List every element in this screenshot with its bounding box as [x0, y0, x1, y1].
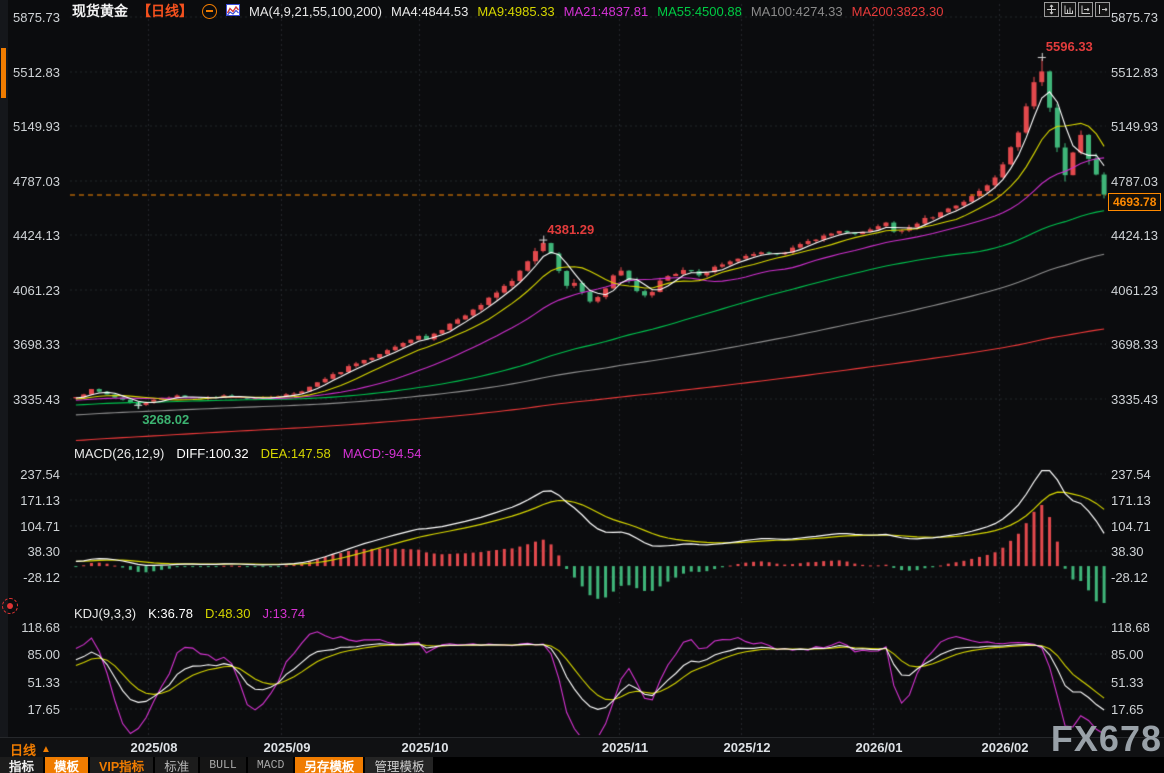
bottom-tab-2[interactable]: VIP指标	[90, 757, 154, 773]
kdj-header: KDJ(9,3,3) K:36.78 D:48.30 J:13.74	[74, 606, 305, 621]
macd-diff-value: DIFF:100.32	[176, 446, 249, 461]
price-tick-label: 51.33	[1111, 674, 1144, 690]
bottom-tab-0[interactable]: 指标	[0, 757, 44, 773]
price-tick-label: 4061.23	[13, 282, 60, 298]
price-tick-label: 38.30	[1111, 544, 1144, 560]
bottom-tab-3[interactable]: 标准	[155, 757, 199, 773]
macd-header: MACD(26,12,9) DIFF:100.32 DEA:147.58 MAC…	[74, 446, 421, 461]
price-tick-label: 17.65	[1111, 702, 1144, 717]
month-label: 2025/10	[401, 740, 449, 755]
chart-header: 现货黄金 【日线】 MA(4,9,21,55,100,200) MA4:4844…	[72, 1, 943, 21]
price-tick-label: 237.54	[1111, 467, 1151, 482]
macd-dea-value: DEA:147.58	[260, 446, 331, 461]
price-tick-label: 171.13	[20, 492, 60, 508]
bottom-tab-5[interactable]: MACD	[247, 757, 294, 773]
kdj-d-value: D:48.30	[204, 606, 251, 621]
axis-scale-right-icon[interactable]	[1078, 2, 1093, 17]
price-tick-label: -28.12	[1111, 570, 1148, 585]
price-tick-label: 171.13	[1111, 492, 1151, 508]
price-tick-label: 4061.23	[1111, 282, 1158, 298]
price-tick-label: 85.00	[1111, 647, 1144, 663]
chevron-up-icon: ▲	[41, 744, 51, 755]
period-selector[interactable]: 日线 ▲	[10, 740, 51, 759]
price-tick-label: 104.71	[1111, 518, 1151, 534]
month-label: 2025/08	[130, 740, 178, 755]
month-label: 2026/01	[855, 740, 903, 755]
price-tick-label: 5512.83	[13, 64, 60, 80]
alert-record-icon[interactable]	[2, 598, 18, 614]
left-scrollbar-thumb[interactable]	[1, 48, 6, 98]
left-scrollbar-track	[0, 0, 8, 773]
kdj-j-value: J:13.74	[262, 606, 306, 621]
kdj-k-value: K:36.78	[148, 606, 193, 621]
bottom-toolbar: 指标 模板 VIP指标 标准 BULL MACD 另存模板 管理模板	[0, 757, 1164, 773]
price-tick-label: 118.68	[1111, 620, 1150, 635]
ma4-value: MA4:4844.53	[390, 3, 469, 19]
month-label: 2025/11	[601, 740, 649, 755]
price-tick-label: 3698.33	[1111, 337, 1158, 353]
period-tag: 【日线】	[137, 3, 193, 19]
month-label: 2025/12	[723, 740, 771, 755]
pan-right-icon[interactable]	[1095, 2, 1110, 17]
price-tick-label: 3335.43	[13, 391, 60, 407]
price-tick-label: 5149.93	[13, 119, 60, 135]
macd-bar-value: MACD:-94.54	[342, 446, 422, 461]
bottom-tab-6[interactable]: 另存模板	[295, 757, 364, 773]
watermark: FX678	[1050, 718, 1162, 759]
price-tick-label: 104.71	[20, 518, 60, 534]
price-tick-label: 5512.83	[1111, 64, 1158, 80]
price-tick-label: 3698.33	[13, 337, 60, 353]
ma-group-label: MA(4,9,21,55,100,200)	[249, 3, 382, 19]
price-annotation: 4381.29	[547, 221, 595, 237]
price-tick-label: 3335.43	[1111, 391, 1158, 407]
ma21-value: MA21:4837.81	[563, 3, 649, 19]
price-annotation: 5596.33	[1045, 38, 1093, 54]
kdj-params-label: KDJ(9,3,3)	[74, 606, 137, 621]
move-crosshair-icon[interactable]	[1044, 2, 1059, 17]
price-tick-label: 4424.13	[13, 228, 60, 244]
price-tick-label: 38.30	[27, 544, 60, 560]
symbol-name: 现货黄金	[72, 3, 128, 19]
ma55-value: MA55:4500.88	[657, 3, 742, 19]
chart-toolbar-icons	[1044, 2, 1110, 17]
bottom-tab-4[interactable]: BULL	[200, 757, 246, 773]
time-axis-strip	[0, 737, 1164, 758]
price-tick-label: 237.54	[20, 467, 60, 482]
price-tick-label: -28.12	[23, 570, 60, 585]
price-tick-label: 5875.73	[13, 10, 60, 25]
current-price-tag: 4693.78	[1108, 192, 1162, 211]
price-tick-label: 51.33	[27, 674, 60, 690]
ma9-value: MA9:4985.33	[477, 3, 555, 19]
price-annotation: 3268.02	[142, 411, 190, 427]
macd-params-label: MACD(26,12,9)	[74, 446, 165, 461]
period-selector-label: 日线	[10, 743, 37, 758]
price-tick-label: 17.65	[27, 702, 60, 717]
collapse-indicator-icon[interactable]	[202, 3, 217, 19]
ma100-value: MA100:4274.33	[750, 3, 843, 19]
indicator-chart-icon[interactable]	[226, 3, 240, 19]
price-tick-label: 118.68	[21, 620, 60, 635]
month-label: 2025/09	[263, 740, 311, 755]
price-tick-label: 5875.73	[1111, 10, 1158, 25]
price-tick-label: 4424.13	[1111, 228, 1158, 244]
price-tick-label: 4787.03	[1111, 173, 1158, 189]
month-label: 2026/02	[981, 740, 1029, 755]
ma200-value: MA200:3823.30	[851, 3, 944, 19]
price-tick-label: 5149.93	[1111, 119, 1158, 135]
price-tick-label: 4787.03	[13, 173, 60, 189]
price-tick-label: 85.00	[27, 647, 60, 663]
bottom-tab-1[interactable]: 模板	[45, 757, 89, 773]
axis-scale-left-icon[interactable]	[1061, 2, 1076, 17]
bottom-tab-7[interactable]: 管理模板	[365, 757, 434, 773]
